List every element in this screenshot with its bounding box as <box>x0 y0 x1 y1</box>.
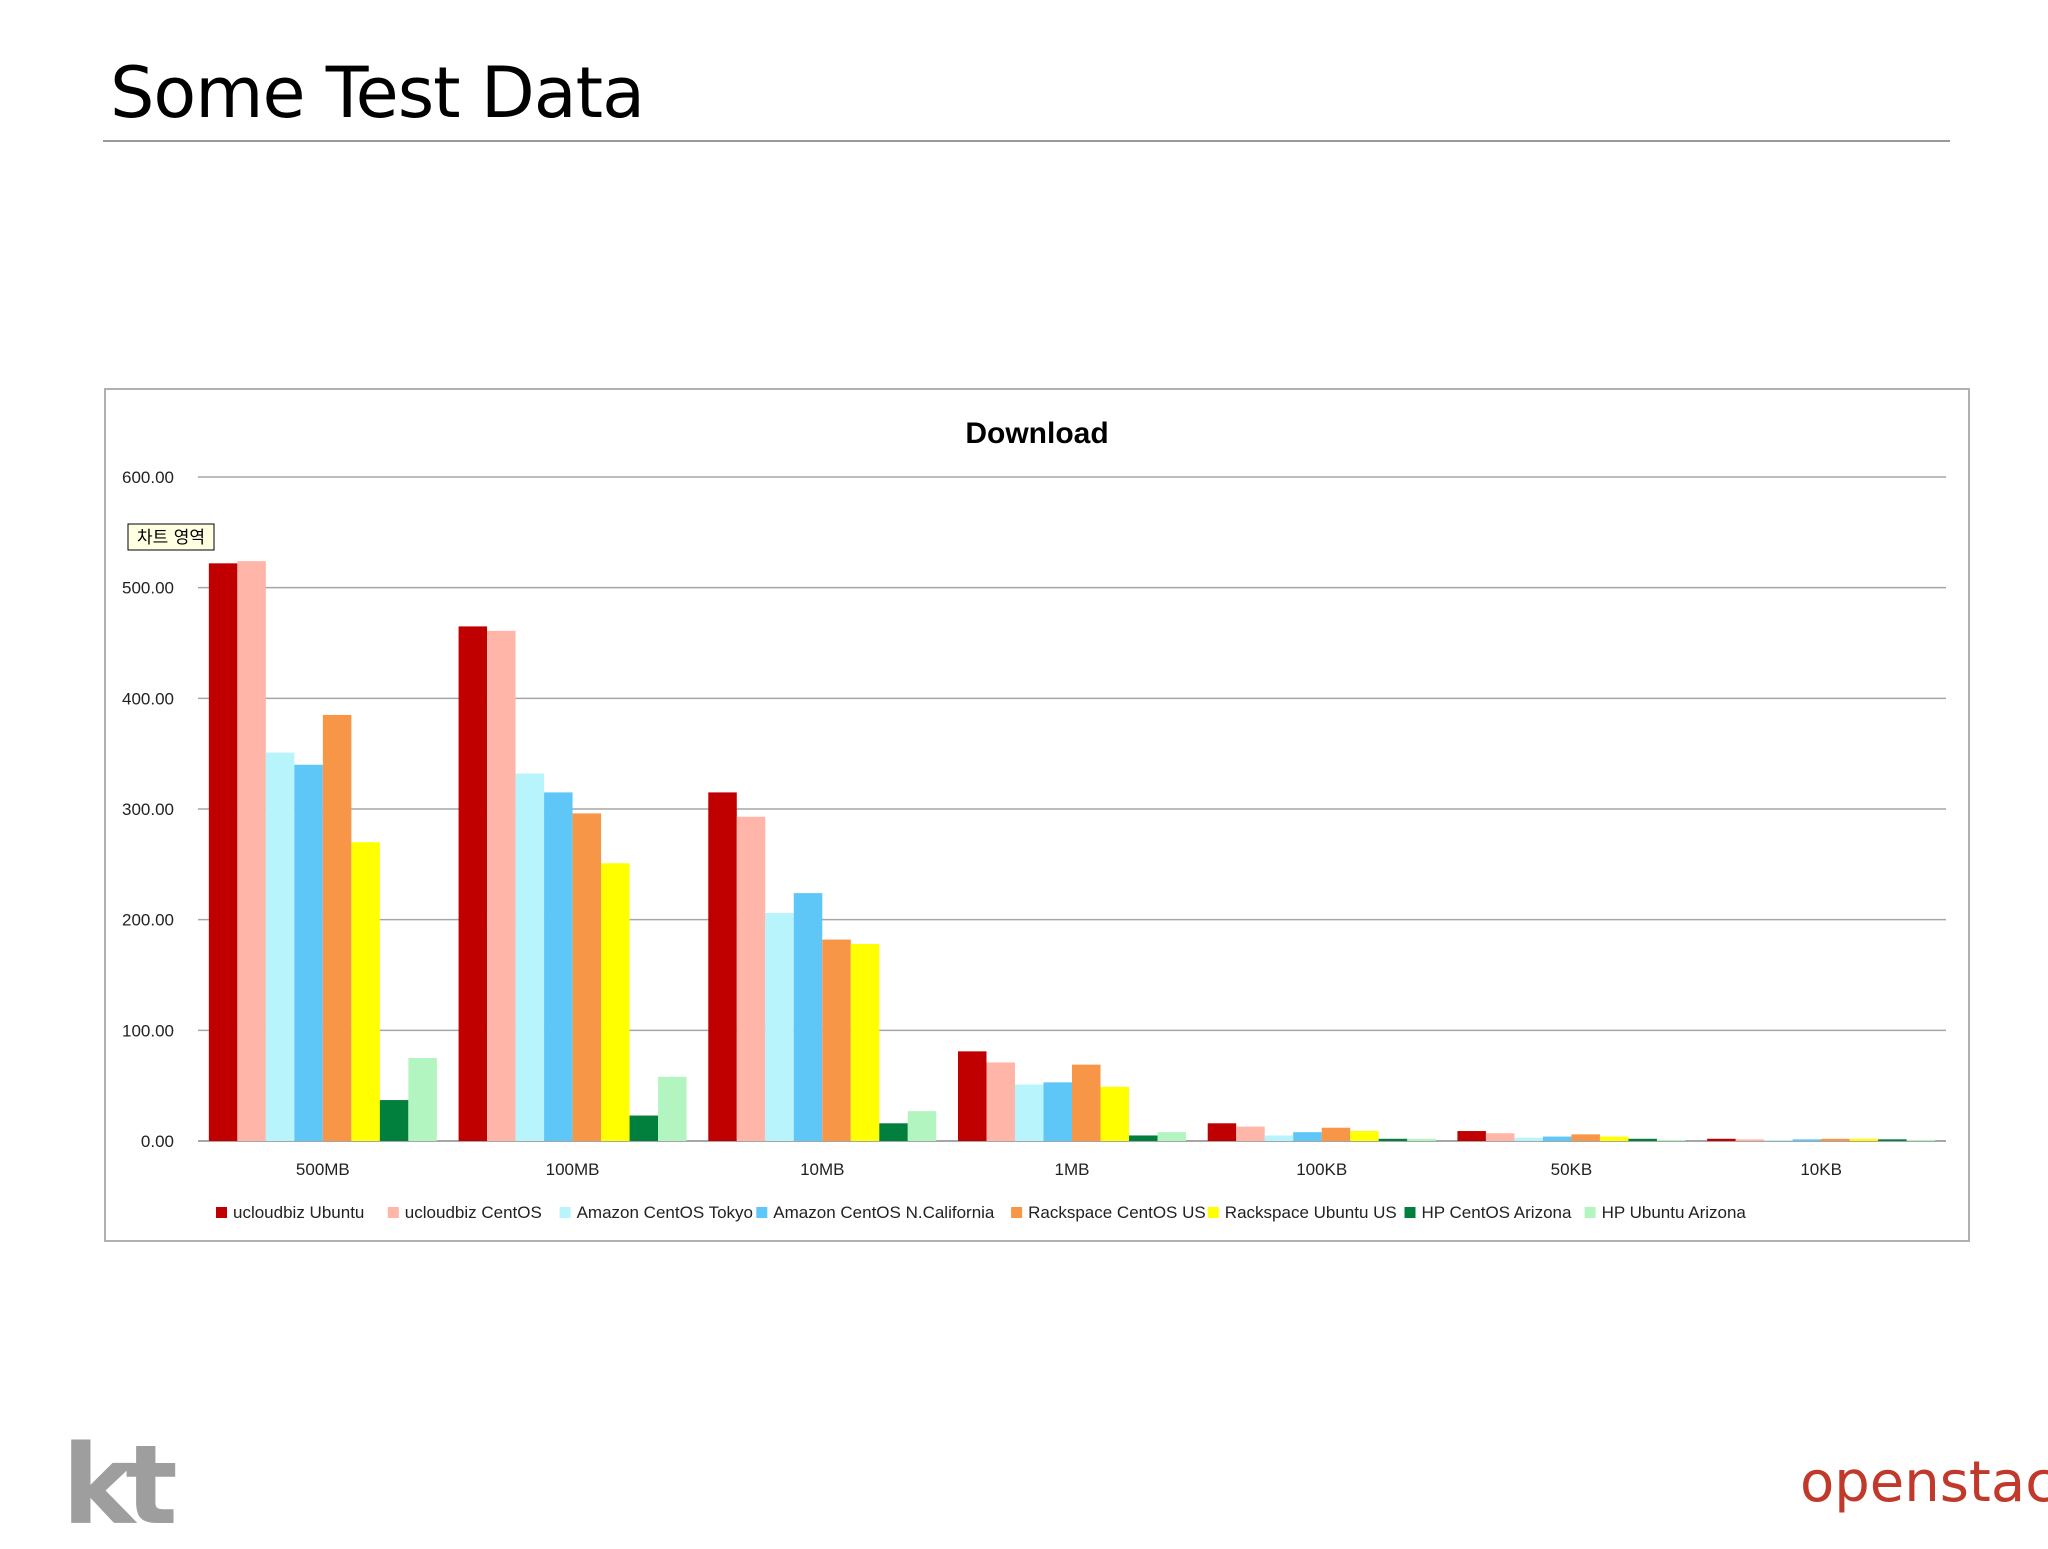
bar <box>658 1076 687 1141</box>
bar <box>1072 1064 1101 1141</box>
legend-entry: HP Ubuntu Arizona <box>1602 1203 1747 1222</box>
bar <box>1157 1132 1186 1141</box>
bar <box>294 764 323 1141</box>
bar <box>351 842 380 1141</box>
bar <box>1100 1086 1129 1141</box>
legend-swatch <box>1207 1207 1219 1218</box>
x-tick-label: 500MB <box>296 1160 350 1179</box>
bar <box>1599 1136 1629 1141</box>
chart-title: Download <box>965 417 1108 450</box>
tooltip-box <box>127 523 215 551</box>
legend-entry: Rackspace CentOS US <box>1028 1203 1206 1222</box>
kt-logo: kt <box>62 1421 178 1549</box>
bar <box>322 714 352 1141</box>
legend-swatch <box>387 1207 399 1218</box>
bar <box>708 792 737 1141</box>
y-tick-label: 400.00 <box>122 689 174 708</box>
bar <box>1207 1123 1237 1141</box>
y-tick-label: 600.00 <box>122 468 174 487</box>
y-tick-label: 200.00 <box>122 911 174 930</box>
legend-entry: ucloudbiz CentOS <box>405 1203 542 1222</box>
legend-swatch <box>756 1207 768 1218</box>
x-tick-label: 100KB <box>1296 1160 1347 1179</box>
bar <box>1407 1138 1436 1141</box>
legend-entry: Amazon CentOS N.California <box>773 1203 995 1222</box>
bar <box>237 561 266 1141</box>
legend-swatch <box>216 1207 227 1218</box>
bar <box>793 893 823 1141</box>
bar <box>1764 1139 1793 1141</box>
bar <box>1457 1131 1486 1141</box>
bar <box>629 1115 659 1141</box>
bar <box>515 773 545 1141</box>
bar <box>379 1100 409 1141</box>
x-tick-label: 10MB <box>800 1160 844 1179</box>
bar <box>458 626 488 1141</box>
legend-entry: ucloudbiz Ubuntu <box>233 1203 364 1222</box>
download-chart[interactable]: Download 0.00 100.00 200.00 300.00 400.00 500.… <box>106 390 1968 1240</box>
legend-swatch <box>559 1207 571 1218</box>
tooltip-text: 차트 영역 <box>137 528 205 548</box>
legend-entry: Rackspace Ubuntu US <box>1225 1203 1397 1222</box>
bar <box>601 863 630 1141</box>
bar <box>1350 1131 1379 1141</box>
bar <box>265 752 295 1141</box>
bar <box>487 630 516 1141</box>
bar <box>1015 1084 1044 1141</box>
legend-entry: Amazon CentOS Tokyo <box>577 1203 753 1222</box>
x-tick-label: 100MB <box>546 1160 600 1179</box>
legend-swatch <box>1404 1207 1416 1218</box>
bar <box>1906 1139 1936 1141</box>
legend-swatch <box>1584 1207 1596 1218</box>
bar <box>408 1058 437 1141</box>
bar <box>986 1062 1015 1141</box>
chart-area[interactable]: Download 0.00 100.00 200.00 300.00 400.00 500.… <box>104 388 1970 1242</box>
bar <box>1849 1138 1879 1141</box>
bar <box>1321 1127 1351 1141</box>
bar <box>958 1051 987 1141</box>
y-tick-label: 500.00 <box>122 579 174 598</box>
bar <box>879 1123 908 1141</box>
bar <box>850 944 880 1141</box>
bar <box>208 563 238 1141</box>
y-tick-label: 100.00 <box>122 1021 174 1040</box>
bar <box>544 792 573 1141</box>
openstack-logo-text: openstack <box>1800 1450 2048 1515</box>
bar <box>1571 1134 1600 1141</box>
bar <box>1264 1135 1294 1141</box>
y-tick-label: 0.00 <box>141 1132 174 1151</box>
x-tick-label: 1MB <box>1055 1160 1090 1179</box>
bar <box>1821 1138 1850 1141</box>
bar <box>1735 1139 1765 1141</box>
bar <box>1236 1126 1265 1141</box>
bar <box>822 939 851 1141</box>
bar <box>572 813 602 1141</box>
bar <box>1656 1139 1686 1141</box>
title-divider <box>103 140 1950 142</box>
bar <box>1485 1133 1515 1141</box>
bar <box>736 816 766 1141</box>
bar <box>907 1111 937 1141</box>
x-tick-label: 50KB <box>1551 1160 1593 1179</box>
bar <box>1792 1139 1822 1141</box>
bar <box>1542 1136 1572 1141</box>
legend-entry: HP CentOS Arizona <box>1422 1203 1572 1222</box>
bar <box>765 913 794 1141</box>
bar <box>1707 1138 1736 1141</box>
legend-swatch <box>1011 1207 1023 1218</box>
slide-title: Some Test Data <box>110 52 645 134</box>
bar <box>1628 1138 1657 1141</box>
bar <box>1514 1137 1543 1141</box>
bar <box>1043 1082 1072 1141</box>
x-tick-label: 10KB <box>1800 1160 1842 1179</box>
bar <box>1878 1139 1907 1141</box>
bar <box>1378 1138 1408 1141</box>
openstack-logo: openstack™ <box>1800 1455 2048 1511</box>
bar <box>1293 1132 1322 1141</box>
y-tick-label: 300.00 <box>122 800 174 819</box>
bar <box>1129 1135 1158 1141</box>
